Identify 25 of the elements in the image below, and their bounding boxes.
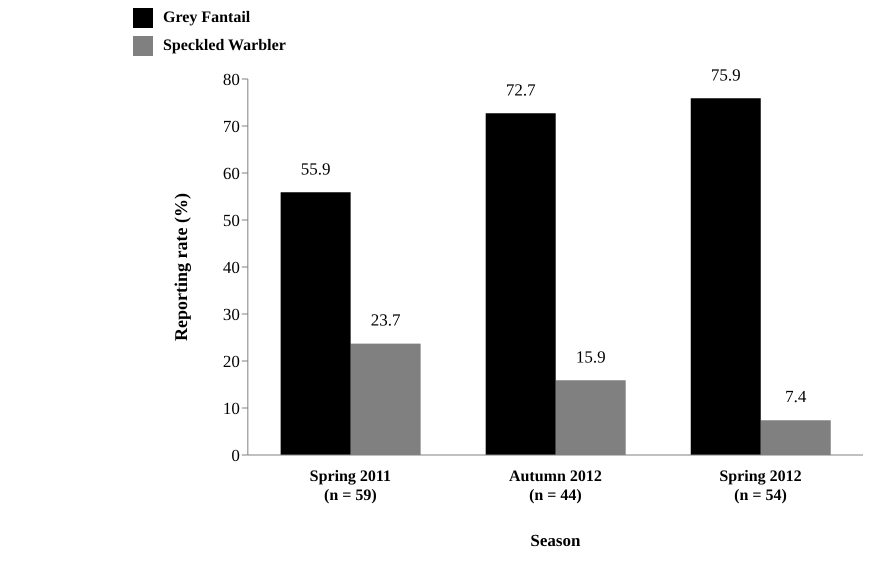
bar xyxy=(280,192,351,455)
data-label: 23.7 xyxy=(370,310,402,330)
y-tick-label: 30 xyxy=(222,305,240,324)
bar xyxy=(690,98,761,455)
y-tick-label: 20 xyxy=(222,352,240,372)
data-label: 72.7 xyxy=(506,80,536,100)
legend-label: Speckled Warbler xyxy=(163,37,286,55)
y-axis-title: Reporting rate (%) xyxy=(171,193,192,341)
x-tick-label: Autumn 2012 (n = 44) xyxy=(508,468,602,504)
x-axis-title: Season xyxy=(530,531,581,550)
y-tick-label: 50 xyxy=(222,211,240,230)
data-label: 55.9 xyxy=(300,159,331,178)
data-label: 75.9 xyxy=(710,65,741,84)
bar xyxy=(486,113,556,455)
legend-label: Grey Fantail xyxy=(163,9,250,27)
y-tick-label: 60 xyxy=(222,164,240,184)
y-tick-label: 0 xyxy=(231,446,240,466)
x-tick-label: Spring 2012 (n = 54) xyxy=(719,468,802,504)
y-tick-label: 80 xyxy=(222,70,240,90)
x-tick-label: Spring 2011 (n = 59) xyxy=(310,468,392,504)
y-tick-label: 70 xyxy=(222,117,240,136)
data-label: 15.9 xyxy=(576,347,606,366)
y-tick-label: 40 xyxy=(222,258,240,278)
data-label: 7.4 xyxy=(785,387,807,406)
y-tick-label: 10 xyxy=(222,399,240,418)
